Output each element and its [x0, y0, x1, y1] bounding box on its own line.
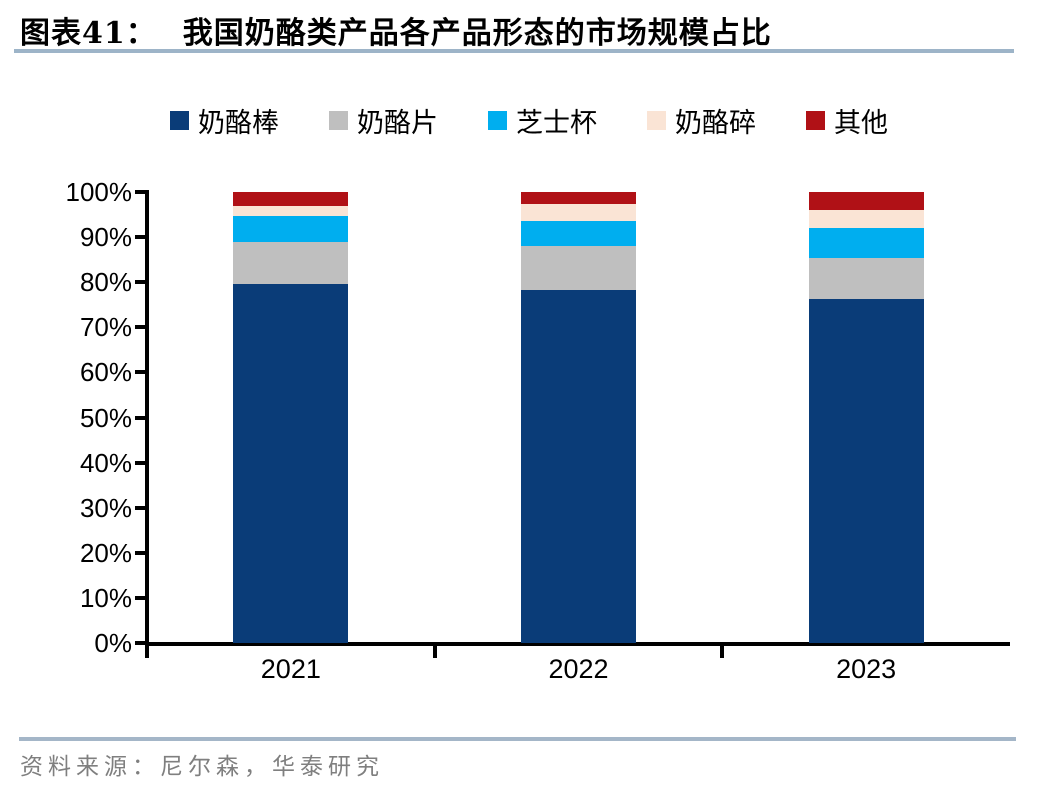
y-axis-line: [145, 190, 149, 658]
legend-label: 芝士杯: [516, 108, 597, 139]
chart-legend: 奶酪棒 奶酪片 芝士杯 奶酪碎 其他: [170, 101, 888, 140]
y-axis-label: 0%: [94, 628, 132, 658]
x-axis-tick: [720, 646, 725, 658]
bar-segment-other: [521, 192, 636, 204]
legend-item-shredded-cheese: 奶酪碎: [647, 101, 756, 140]
y-axis-label: 60%: [79, 357, 132, 388]
bar-segment-cheese-stick: [233, 284, 349, 643]
y-axis-label: 10%: [79, 582, 132, 613]
bar-segment-shredded-cheese: [233, 206, 349, 216]
y-axis-tick: [135, 505, 145, 510]
y-axis-tick: [135, 460, 145, 465]
y-axis-tick: [135, 280, 145, 285]
y-axis-label: 80%: [79, 267, 132, 298]
bar-segment-cheese-stick: [521, 290, 636, 643]
bar-segment-cheese-cup: [521, 221, 636, 246]
y-axis-tick: [135, 415, 145, 420]
y-axis-tick: [135, 190, 145, 194]
bar-segment-other: [233, 192, 349, 206]
legend-label: 其他: [834, 108, 888, 139]
y-axis-label: 20%: [79, 537, 132, 568]
x-axis-label: 2021: [260, 654, 321, 684]
y-axis-label: 30%: [79, 492, 132, 523]
x-axis-label: 2023: [836, 654, 897, 684]
legend-item-other: 其他: [806, 101, 888, 140]
bar-segment-shredded-cheese: [808, 210, 924, 228]
bar-segment-cheese-cup: [808, 228, 924, 258]
y-axis-label: 40%: [79, 447, 132, 478]
bar-segment-cheese-stick: [808, 299, 924, 643]
x-axis-label: 2022: [548, 654, 609, 684]
legend-marker-cheese-stick: [170, 111, 189, 130]
y-axis-label: 70%: [79, 312, 132, 343]
legend-marker-other: [806, 111, 825, 130]
figure-number: 图表41：: [20, 16, 157, 51]
legend-item-cheese-slice: 奶酪片: [329, 101, 438, 140]
bar-segment-cheese-slice: [808, 258, 924, 299]
footer-divider: [19, 737, 1016, 741]
title-underline: [14, 49, 1014, 53]
y-axis-tick: [135, 235, 145, 240]
x-axis-line: [145, 642, 1010, 646]
y-axis-tick: [135, 370, 145, 375]
legend-marker-cheese-slice: [329, 111, 348, 130]
bar-segment-cheese-slice: [233, 242, 349, 284]
legend-label: 奶酪棒: [198, 108, 279, 139]
legend-item-cheese-stick: 奶酪棒: [170, 101, 279, 140]
source-note: 资料来源：尼尔森，华泰研究: [20, 754, 384, 780]
figure-title: 图表41： 我国奶酪类产品各产品形态的市场规模占比: [20, 8, 772, 52]
bar-segment-other: [808, 192, 924, 210]
y-axis-label: 50%: [79, 402, 132, 433]
legend-label: 奶酪片: [357, 108, 438, 139]
y-axis-tick: [135, 641, 145, 645]
y-axis-tick: [135, 550, 145, 555]
y-axis-label: 100%: [65, 177, 133, 207]
bar-2023: [808, 192, 924, 643]
y-axis-label: 90%: [79, 222, 132, 253]
bar-segment-shredded-cheese: [521, 204, 636, 221]
legend-marker-shredded-cheese: [647, 111, 666, 130]
bar-2022: [521, 192, 636, 643]
legend-marker-cheese-cup: [488, 111, 507, 130]
bar-2021: [233, 192, 349, 643]
bar-segment-cheese-slice: [521, 246, 636, 290]
bar-segment-cheese-cup: [233, 216, 349, 242]
x-axis-tick: [432, 646, 437, 658]
y-axis-tick: [135, 325, 145, 330]
legend-label: 奶酪碎: [675, 108, 756, 139]
figure-name: 我国奶酪类产品各产品形态的市场规模占比: [182, 16, 772, 51]
legend-item-cheese-cup: 芝士杯: [488, 101, 597, 140]
y-axis-tick: [135, 595, 145, 600]
